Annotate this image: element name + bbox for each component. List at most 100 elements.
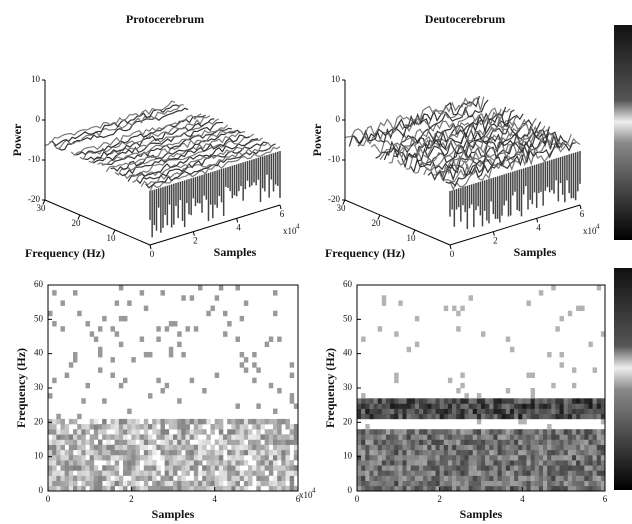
spectrogram-texture — [143, 351, 149, 358]
spectrogram-texture — [89, 449, 95, 456]
spectrogram-texture — [68, 454, 74, 461]
spectrogram-texture — [277, 485, 282, 492]
spectrogram-texture — [168, 439, 174, 445]
spectrogram-texture — [52, 434, 57, 440]
spectrogram-texture — [571, 434, 577, 440]
spectrogram-texture — [81, 434, 86, 440]
spectrogram-texture — [248, 465, 253, 471]
spectrogram-texture — [168, 321, 174, 327]
spectrogram-texture — [361, 485, 366, 492]
spectrogram-texture — [256, 434, 261, 440]
spectrogram-texture — [398, 398, 403, 404]
y-tick-label: 20 — [72, 218, 82, 228]
spectrogram-texture — [551, 434, 556, 440]
spectrogram-texture — [256, 460, 261, 466]
spectrogram-texture — [576, 454, 581, 461]
spectrogram-texture — [563, 485, 569, 492]
y-tick-label: 10 — [34, 451, 44, 461]
spectrogram-texture — [385, 398, 391, 404]
spectrogram-texture — [118, 418, 124, 425]
x-axis-label: Samples — [514, 245, 557, 259]
axis — [449, 204, 581, 246]
spectrogram-texture — [394, 460, 399, 466]
surface-texture — [105, 130, 237, 173]
spectrogram-texture — [476, 480, 482, 487]
spectrogram-texture — [390, 403, 395, 409]
spectrogram-texture — [476, 418, 482, 425]
spectrogram-texture — [518, 408, 523, 415]
spectrogram-texture — [452, 475, 457, 481]
spectrogram-texture — [385, 434, 391, 440]
x-tick-label: 0 — [150, 249, 155, 259]
spectrogram-texture — [135, 424, 140, 430]
spectrogram-texture — [518, 398, 523, 404]
spectrogram-texture — [143, 485, 149, 492]
spectrogram-texture — [538, 480, 544, 487]
spectrogram-texture — [114, 439, 120, 445]
spectrogram-texture — [497, 460, 502, 466]
spectrogram-texture — [123, 470, 128, 476]
spectrogram-texture — [555, 429, 560, 435]
spectrogram-texture — [534, 465, 540, 471]
spectrogram-texture — [277, 449, 282, 456]
spectrogram-texture — [131, 454, 136, 461]
spectrogram-texture — [173, 485, 178, 492]
spectrogram-texture — [56, 480, 61, 487]
spectrogram-texture — [464, 434, 469, 440]
spectrogram-texture — [239, 439, 245, 445]
spectrogram-texture — [497, 439, 502, 445]
spectrogram-texture — [493, 413, 498, 420]
spectrogram-texture — [456, 485, 461, 492]
spectrogram-texture — [277, 336, 282, 342]
spectrogram-texture — [452, 403, 457, 409]
spectrogram-texture — [518, 413, 523, 420]
spectrogram-texture — [460, 398, 465, 404]
spectrogram-texture — [571, 449, 577, 456]
spectrogram-texture — [567, 470, 573, 476]
spectrogram-texture — [398, 475, 403, 481]
spectrogram-texture — [522, 460, 527, 466]
spectrogram-texture — [227, 475, 232, 481]
spectrogram-texture — [181, 434, 186, 440]
spectrogram-texture — [239, 444, 245, 451]
spectrogram-texture — [464, 454, 469, 461]
spectrogram-texture — [198, 454, 203, 461]
spectrogram-texture — [110, 470, 115, 476]
spectrogram-texture — [489, 408, 494, 415]
spectrogram-texture — [243, 357, 249, 363]
spectrogram-texture — [588, 403, 593, 409]
spectrogram-texture — [423, 439, 428, 445]
spectrogram-texture — [139, 434, 145, 440]
spectrogram-texture — [435, 454, 440, 461]
spectrogram-texture — [256, 367, 261, 373]
spectrogram-texture — [106, 485, 111, 492]
spectrogram-texture — [419, 429, 424, 435]
spectrogram-texture — [248, 470, 253, 476]
spectrogram-texture — [131, 475, 136, 481]
spectrogram-texture — [443, 439, 449, 445]
spectrogram-texture — [547, 351, 552, 358]
spectrogram-texture — [123, 418, 128, 425]
spectrogram-texture — [239, 434, 245, 440]
spectrogram-texture — [567, 408, 573, 415]
spectrogram-texture — [456, 449, 461, 456]
spectrogram-texture — [414, 315, 420, 322]
spectrogram-texture — [402, 439, 407, 445]
spectrogram-texture — [143, 449, 149, 456]
spectrogram-texture — [185, 429, 190, 435]
spectrogram-texture — [476, 460, 482, 466]
spectrogram-texture — [243, 480, 249, 487]
spectrogram-texture — [177, 460, 182, 466]
spectrogram-texture — [427, 429, 432, 435]
spectrogram-texture — [398, 480, 403, 487]
spectrogram-texture — [193, 444, 199, 451]
spectrogram-texture — [534, 480, 540, 487]
spectrogram-texture — [127, 460, 132, 466]
spectrogram-texture — [410, 398, 416, 404]
spectrogram-texture — [281, 470, 286, 476]
x-tick-label: 0 — [450, 249, 455, 259]
spectrogram-texture — [580, 439, 585, 445]
spectrogram-texture — [160, 449, 165, 456]
spectrogram-texture — [497, 475, 502, 481]
spectrogram-texture — [447, 439, 453, 445]
